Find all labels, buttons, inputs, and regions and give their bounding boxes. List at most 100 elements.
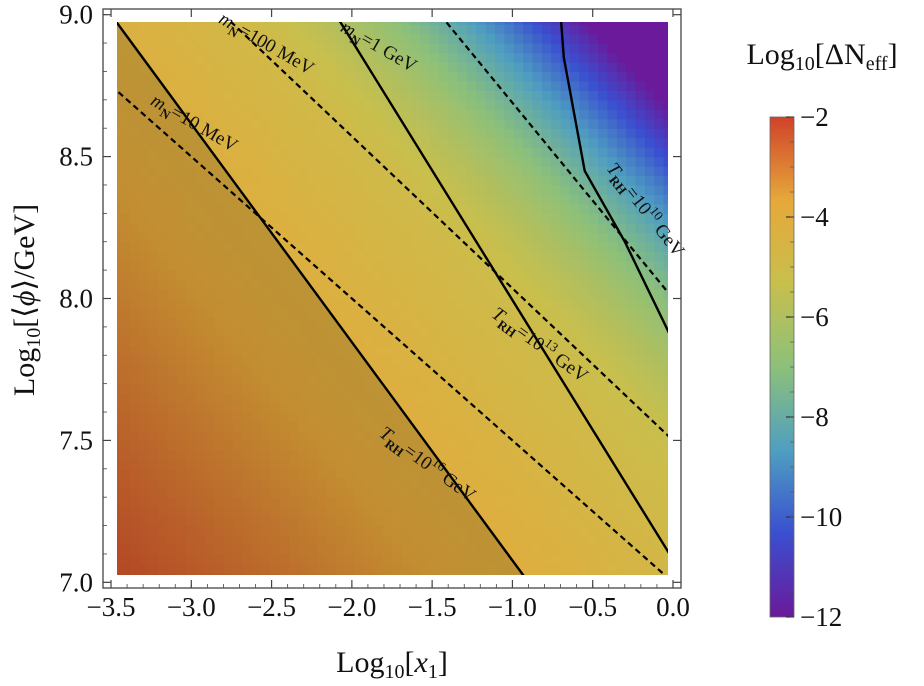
heatmap-cell (429, 497, 440, 508)
heatmap-cell (635, 525, 646, 536)
x-tick-label: 0.0 (656, 592, 690, 622)
heatmap-cell (139, 326, 150, 337)
heatmap-cell (420, 109, 431, 120)
heatmap-cell (598, 402, 609, 413)
heatmap-cell (317, 156, 328, 167)
heatmap-cell (382, 80, 393, 91)
heatmap-cell (279, 326, 290, 337)
heatmap-cell (410, 128, 421, 139)
heatmap-cell (298, 232, 309, 243)
heatmap-cell (288, 251, 299, 262)
heatmap-cell (551, 355, 562, 366)
heatmap-cell (185, 355, 196, 366)
heatmap-cell (129, 147, 140, 158)
heatmap-cell (438, 270, 449, 281)
heatmap-cell (242, 22, 253, 25)
heatmap-cell (569, 260, 580, 271)
heatmap-cell (120, 24, 131, 35)
contour-line-3 (117, 89, 667, 575)
heatmap-cell (598, 175, 609, 186)
heatmap-cell (448, 156, 459, 167)
heatmap-cell (523, 279, 534, 290)
heatmap-cell (214, 260, 225, 271)
heatmap-cell (466, 336, 477, 347)
heatmap-cell (485, 393, 496, 404)
heatmap-cell (598, 516, 609, 527)
heatmap-cell (214, 24, 225, 35)
heatmap-cell (117, 137, 121, 148)
heatmap-cell (307, 137, 318, 148)
heatmap-cell (185, 459, 196, 470)
heatmap-cell (354, 24, 365, 35)
heatmap-cell (616, 52, 627, 63)
heatmap-cell (214, 572, 225, 575)
heatmap-cell (457, 364, 468, 375)
heatmap-cell (242, 393, 253, 404)
heatmap-cell (541, 128, 552, 139)
heatmap-cell (560, 535, 571, 546)
heatmap-cell (588, 213, 599, 224)
heatmap-cell (448, 289, 459, 300)
heatmap-cell (579, 459, 590, 470)
heatmap-cell (326, 33, 337, 44)
heatmap-cell (148, 213, 159, 224)
heatmap-cell (363, 364, 374, 375)
heatmap-cell (382, 61, 393, 73)
heatmap-cell (476, 24, 487, 35)
heatmap-cell (579, 33, 590, 44)
heatmap-cell (204, 393, 215, 404)
x-tick-label: −2.0 (327, 592, 376, 622)
heatmap-cell (569, 128, 580, 139)
heatmap-cell (663, 109, 668, 120)
heatmap-cell (420, 213, 431, 224)
heatmap-cell (495, 383, 505, 394)
heatmap-cell (635, 393, 646, 404)
heatmap-cell (438, 61, 449, 73)
heatmap-cell (232, 184, 243, 196)
heatmap-cell (635, 440, 646, 451)
heatmap-cell (598, 412, 609, 423)
heatmap-cell (607, 137, 618, 148)
heatmap-cell (279, 393, 290, 404)
heatmap-cell (139, 421, 150, 432)
heatmap-cell (279, 364, 290, 375)
heatmap-cell (410, 563, 421, 574)
heatmap-cell (373, 251, 384, 262)
heatmap-cell (476, 194, 487, 205)
heatmap-cell (298, 459, 309, 470)
heatmap-cell (260, 345, 271, 356)
heatmap-cell (588, 326, 599, 337)
heatmap-cell (373, 393, 384, 404)
heatmap-cell (541, 544, 552, 555)
heatmap-cell (635, 22, 646, 25)
heatmap-cell (129, 270, 140, 281)
heatmap-cell (663, 166, 668, 177)
heatmap-cell (117, 298, 121, 309)
heatmap-cell (176, 52, 187, 63)
heatmap-cell (214, 166, 225, 177)
heatmap-cell (223, 298, 234, 309)
heatmap-cell (363, 298, 374, 309)
heatmap-cell (363, 109, 374, 120)
heatmap-cell (382, 572, 393, 575)
heatmap-cell (326, 52, 337, 63)
heatmap-cell (176, 345, 187, 356)
heatmap-cell (551, 449, 562, 460)
heatmap-cell (401, 90, 412, 101)
heatmap-cell (392, 563, 402, 574)
heatmap-cell (457, 478, 468, 489)
heatmap-cell (307, 184, 318, 196)
heatmap-cell (345, 109, 356, 120)
heatmap-cell (504, 61, 515, 73)
heatmap-cell (635, 184, 646, 196)
heatmap-cell (251, 317, 262, 328)
heatmap-cell (504, 99, 515, 110)
heatmap-cell (260, 24, 271, 35)
heatmap-cell (185, 307, 196, 319)
heatmap-cell (288, 525, 299, 536)
heatmap-cell (654, 393, 665, 404)
heatmap-cell (579, 383, 590, 394)
heatmap-cell (195, 137, 206, 148)
heatmap-cell (457, 128, 468, 139)
heatmap-cell (148, 71, 159, 82)
